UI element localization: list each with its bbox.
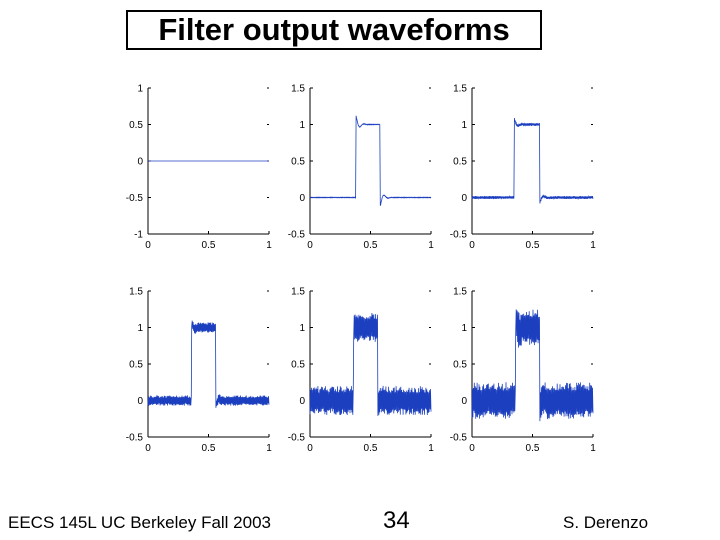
x-tick-label: 0.5 <box>202 443 216 454</box>
plot-panel-4: -0.500.511.50 0.5 1 <box>126 287 272 455</box>
waveform-line-5 <box>309 312 432 416</box>
footer-course: EECS 145L UC Berkeley Fall 2003 <box>8 513 272 532</box>
x-tick-label: 0.5 <box>526 240 540 251</box>
y-tick-label: -1 <box>134 230 143 241</box>
x-tick-label: 0.5 <box>202 240 216 251</box>
y-tick-label: 0.5 <box>453 360 467 371</box>
y-tick-label: 1 <box>137 323 143 334</box>
plot-panel-5: -0.500.511.50 0.5 1 <box>288 287 434 455</box>
x-tick-label: 0 <box>469 443 475 454</box>
y-tick-label: 1 <box>461 120 467 131</box>
y-tick-label: -0.5 <box>126 193 144 204</box>
x-tick-label: 0.5 <box>364 240 378 251</box>
x-tick-label: 0 <box>307 443 313 454</box>
y-tick-label: 0.5 <box>291 157 305 168</box>
x-tick-label: 0 <box>145 240 151 251</box>
waveform-line-3 <box>471 118 594 204</box>
y-tick-label: 0 <box>137 396 143 407</box>
y-tick-label: -0.5 <box>450 433 468 444</box>
plot-panel-3: -0.500.511.50 0.5 1 <box>450 84 596 252</box>
y-tick-label: 1.5 <box>453 84 467 95</box>
x-tick-label: 1 <box>590 443 596 454</box>
plot-panel-2: -0.500.511.50 0.5 1 <box>288 84 434 252</box>
y-tick-label: 1.5 <box>129 287 143 298</box>
y-tick-label: -0.5 <box>288 433 306 444</box>
y-tick-label: -0.5 <box>126 433 144 444</box>
x-tick-label: 0 <box>145 443 151 454</box>
waveform-line-6 <box>471 309 594 422</box>
slide-title: Filter output waveforms <box>126 10 542 50</box>
x-tick-label: 0.5 <box>526 443 540 454</box>
x-tick-label: 1 <box>590 240 596 251</box>
y-tick-label: 0 <box>461 193 467 204</box>
y-tick-label: 0 <box>299 193 305 204</box>
x-tick-label: 1 <box>266 443 272 454</box>
y-tick-label: 1 <box>137 84 143 95</box>
x-tick-label: 1 <box>428 240 434 251</box>
plot-panel-1: -1 -0.5 0 0.5 1 0 0.5 1 <box>126 84 272 252</box>
y-tick-label: 1.5 <box>291 84 305 95</box>
y-tick-label: 0.5 <box>129 360 143 371</box>
y-tick-label: 1 <box>299 120 305 131</box>
y-tick-label: -0.5 <box>450 230 468 241</box>
y-tick-label: 1.5 <box>453 287 467 298</box>
y-tick-label: 1.5 <box>291 287 305 298</box>
waveform-line-4 <box>147 320 270 408</box>
y-tick-label: 0 <box>299 396 305 407</box>
x-tick-label: 0.5 <box>364 443 378 454</box>
footer-author: S. Derenzo <box>563 513 649 532</box>
y-tick-label: -0.5 <box>288 230 306 241</box>
x-tick-label: 0 <box>469 240 475 251</box>
y-tick-label: 0 <box>461 396 467 407</box>
plot-panel-6: -0.500.511.50 0.5 1 <box>450 287 596 455</box>
y-tick-label: 0.5 <box>453 157 467 168</box>
y-tick-label: 1 <box>299 323 305 334</box>
footer-page-number: 34 <box>383 507 410 534</box>
x-tick-label: 1 <box>266 240 272 251</box>
y-tick-label: 0.5 <box>291 360 305 371</box>
x-tick-label: 0 <box>307 240 313 251</box>
y-tick-label: 1 <box>461 323 467 334</box>
x-tick-label: 1 <box>428 443 434 454</box>
y-tick-label: 0.5 <box>129 120 143 131</box>
waveform-line-2 <box>309 115 432 206</box>
y-tick-label: 0 <box>137 157 143 168</box>
